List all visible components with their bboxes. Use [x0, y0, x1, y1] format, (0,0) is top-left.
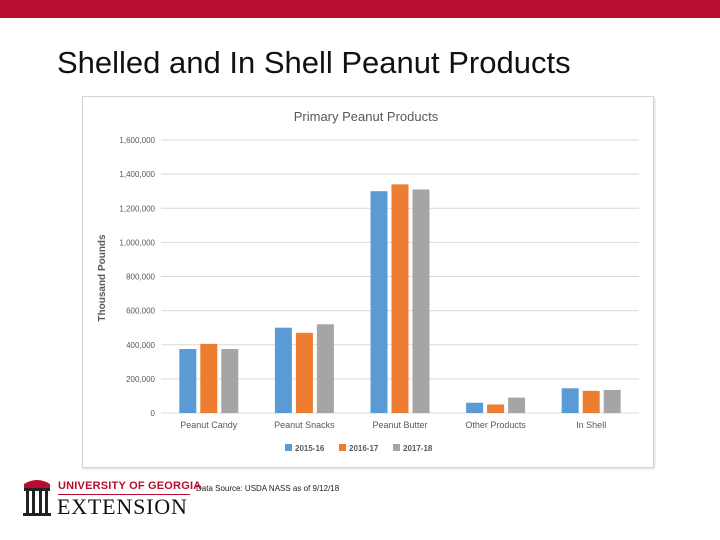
y-tick-label: 0: [151, 409, 156, 418]
bar-chart: Primary Peanut Products Thousand Pounds …: [97, 109, 639, 453]
bar-2017-18-other-products: [508, 397, 526, 413]
uga-extension-logo: UNIVERSITY OF GEORGIA EXTENSION: [20, 478, 202, 522]
legend-label: 2015-16: [295, 444, 325, 453]
bar-2016-17-peanut-candy: [200, 343, 218, 413]
x-tick-label: Peanut Snacks: [274, 420, 335, 430]
y-tick-label: 400,000: [126, 341, 155, 350]
y-tick-label: 200,000: [126, 375, 155, 384]
y-tick-label: 1,600,000: [119, 136, 155, 145]
bar-2016-17-other-products: [487, 404, 505, 413]
legend-label: 2017-18: [403, 444, 433, 453]
bar-2015-16-peanut-snacks: [274, 327, 292, 413]
legend-swatch: [393, 444, 400, 451]
bar-2016-17-peanut-snacks: [295, 332, 313, 413]
y-tick-label: 1,400,000: [119, 170, 155, 179]
legend-swatch: [339, 444, 346, 451]
x-tick-label: In Shell: [576, 420, 606, 430]
bar-2015-16-other-products: [466, 402, 484, 413]
y-tick-label: 1,200,000: [119, 204, 155, 213]
chart-title: Primary Peanut Products: [294, 109, 439, 124]
y-axis-label: Thousand Pounds: [97, 234, 108, 322]
slide-title: Shelled and In Shell Peanut Products: [57, 45, 571, 80]
bar-2017-18-peanut-butter: [412, 189, 430, 413]
data-source-note: Data Source: USDA NASS as of 9/12/18: [196, 484, 340, 493]
logo-extension-text: EXTENSION: [57, 494, 188, 519]
legend: 2015-16 2016-17 2017-18: [285, 444, 433, 453]
bars: [179, 184, 621, 413]
x-tick-label: Peanut Candy: [180, 420, 238, 430]
x-tick-labels: Peanut Candy Peanut Snacks Peanut Butter Ot…: [180, 420, 606, 430]
bar-2017-18-peanut-snacks: [316, 324, 334, 413]
bar-2017-18-in-shell: [603, 389, 621, 413]
x-tick-label: Other Products: [465, 420, 526, 430]
y-tick-label: 800,000: [126, 273, 155, 282]
logo-divider: [58, 494, 190, 495]
legend-swatch: [285, 444, 292, 451]
bar-2015-16-peanut-candy: [179, 349, 197, 413]
y-tick-labels: 0 200,000 400,000 600,000 800,000 1,000,000 1,…: [119, 136, 155, 418]
top-accent-bar: [0, 0, 720, 18]
y-tick-label: 600,000: [126, 307, 155, 316]
chart-frame: Primary Peanut Products Thousand Pounds …: [82, 96, 654, 468]
bar-2015-16-in-shell: [561, 388, 579, 413]
bar-2017-18-peanut-candy: [221, 349, 239, 413]
arch-icon: [23, 480, 51, 516]
bar-2015-16-peanut-butter: [370, 191, 388, 413]
y-tick-label: 1,000,000: [119, 238, 155, 247]
legend-label: 2016-17: [349, 444, 379, 453]
bar-2016-17-in-shell: [582, 390, 600, 413]
logo-university-text: UNIVERSITY OF GEORGIA: [58, 480, 202, 492]
x-tick-label: Peanut Butter: [372, 420, 427, 430]
bar-2016-17-peanut-butter: [391, 184, 409, 413]
